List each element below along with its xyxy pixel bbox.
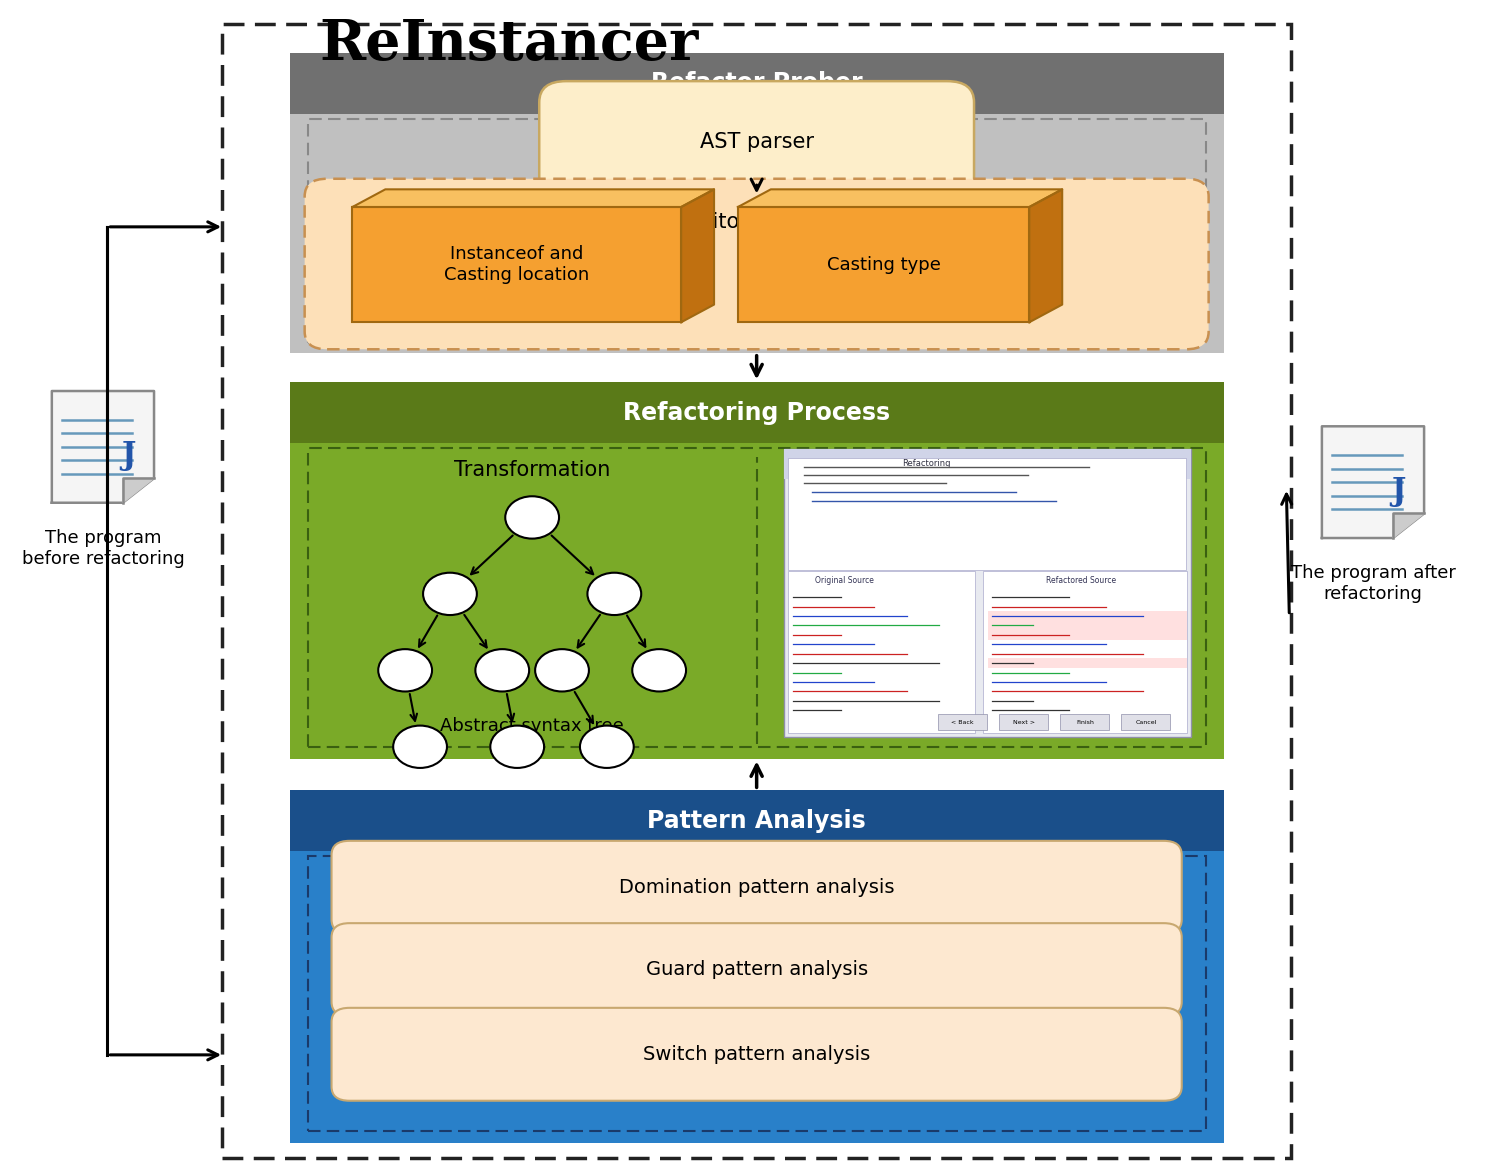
Circle shape [476,649,530,691]
Text: J: J [122,440,135,472]
Bar [783,449,1191,737]
Circle shape [378,649,432,691]
Bar [783,449,1191,479]
Bar [987,630,1186,640]
Text: Casting type: Casting type [827,255,940,274]
Bar [290,382,1224,759]
Bar [352,207,681,322]
Bar [290,790,1224,851]
Text: J: J [1392,475,1406,507]
Circle shape [588,573,640,615]
Text: Refactored Source: Refactored Source [1046,576,1116,586]
Bar [1060,714,1110,730]
Text: Visitor pattern: Visitor pattern [682,212,831,233]
Text: Refactor Prober: Refactor Prober [651,72,862,95]
Bar [308,448,1206,747]
Bar [1122,714,1170,730]
Text: Finish: Finish [1076,720,1094,724]
Text: AST parser: AST parser [699,132,813,153]
Bar [987,659,1186,668]
Circle shape [580,726,633,768]
Text: Abstract syntax tree: Abstract syntax tree [441,716,624,735]
Text: Refactoring GUI: Refactoring GUI [898,460,1064,481]
Bar [788,457,1186,570]
Polygon shape [738,189,1062,207]
Polygon shape [1394,514,1423,539]
Circle shape [633,649,686,691]
Polygon shape [1029,189,1062,322]
FancyBboxPatch shape [332,1008,1182,1101]
Polygon shape [1322,427,1424,539]
Text: ReInstancer: ReInstancer [320,18,699,72]
FancyBboxPatch shape [304,179,1209,349]
Text: Next >: Next > [1013,720,1035,724]
FancyBboxPatch shape [538,81,974,203]
Bar [982,572,1186,733]
Polygon shape [123,479,154,503]
Bar [308,856,1206,1131]
Text: Refactoring: Refactoring [902,459,951,468]
Circle shape [506,496,560,539]
Text: < Back: < Back [951,720,974,724]
Text: Pattern Analysis: Pattern Analysis [648,809,866,833]
Text: Domination pattern analysis: Domination pattern analysis [620,877,894,897]
Text: The program after
refactoring: The program after refactoring [1290,564,1455,603]
Polygon shape [681,189,714,322]
Circle shape [393,726,447,768]
Bar [788,572,975,733]
Bar [290,790,1224,1143]
Text: Instanceof and
Casting location: Instanceof and Casting location [444,246,590,283]
Polygon shape [53,392,154,503]
Bar [222,24,1292,1158]
Bar [290,53,1224,353]
Bar [987,612,1186,621]
Bar [290,53,1224,114]
Bar [939,714,987,730]
Circle shape [423,573,477,615]
Bar [290,382,1224,443]
Circle shape [490,726,544,768]
FancyBboxPatch shape [332,841,1182,934]
Bar [308,119,1206,343]
Bar [999,714,1048,730]
FancyBboxPatch shape [332,923,1182,1016]
Text: Guard pattern analysis: Guard pattern analysis [645,960,867,980]
Text: Original Source: Original Source [815,576,874,586]
Polygon shape [352,189,714,207]
Text: Transformation: Transformation [454,460,610,481]
Text: Cancel: Cancel [1136,720,1156,724]
Circle shape [536,649,590,691]
Bar [738,207,1029,322]
Text: The program
before refactoring: The program before refactoring [21,529,184,568]
Bar [987,621,1186,630]
Text: Refactoring Process: Refactoring Process [622,401,890,425]
Text: Switch pattern analysis: Switch pattern analysis [644,1044,870,1064]
